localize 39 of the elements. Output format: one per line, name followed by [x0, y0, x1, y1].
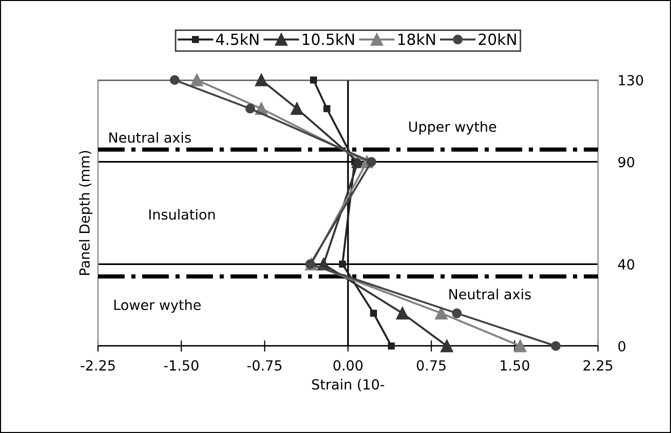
- x-tick-label: -0.75: [247, 360, 282, 371]
- point: [170, 75, 180, 85]
- point: [435, 307, 448, 320]
- y-tick-label: 0: [618, 340, 626, 352]
- point: [190, 74, 204, 86]
- point: [440, 340, 454, 352]
- point: [514, 340, 526, 352]
- x-tick-label: 0.75: [416, 360, 446, 371]
- x-tick-label: -2.25: [80, 360, 115, 371]
- y-tick-label: 90: [618, 156, 634, 168]
- x-tick-label: 2.25: [584, 360, 612, 371]
- point: [550, 341, 561, 351]
- point: [255, 74, 268, 86]
- legend-label: 4.5kN: [216, 33, 258, 46]
- y-tick-label: 130: [618, 74, 644, 86]
- point: [323, 105, 330, 112]
- x-axis-title: Strain (10-: [312, 378, 384, 392]
- point: [338, 260, 346, 268]
- legend-label: 20kN: [478, 33, 516, 46]
- ref-line-label: Neutral axis: [449, 288, 531, 300]
- x-tick-label: 0.00: [333, 360, 363, 371]
- point: [305, 259, 316, 270]
- x-tick-label: -1.50: [164, 360, 198, 371]
- point: [396, 307, 409, 320]
- point: [370, 310, 378, 317]
- point: [452, 308, 462, 318]
- y-axis-title: Panel Depth (mm): [79, 150, 92, 275]
- point: [388, 342, 395, 350]
- y-tick-label: 40: [618, 259, 634, 270]
- point: [290, 102, 304, 115]
- ref-line-label: Neutral axis: [109, 132, 191, 143]
- x-tick-label: 1.50: [500, 360, 530, 371]
- annotation: Upper wythe: [409, 121, 496, 135]
- annotation: Lower wythe: [114, 299, 201, 313]
- legend-label: 18kN: [398, 33, 435, 46]
- point: [310, 76, 318, 84]
- point: [245, 104, 256, 114]
- annotation: Insulation: [149, 208, 215, 220]
- legend-label: 10.5kN: [302, 33, 354, 46]
